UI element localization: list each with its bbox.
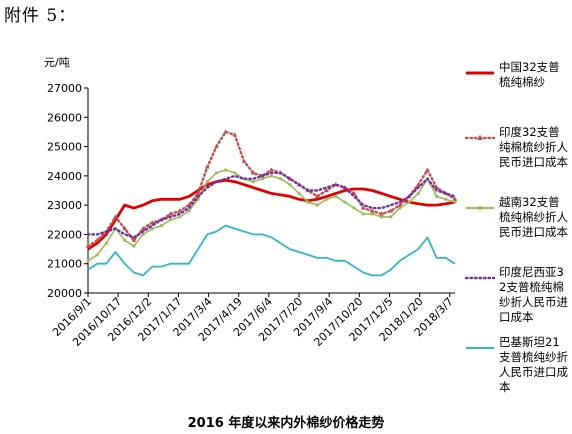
attachment-label: 附件 5： (4, 6, 77, 26)
series-point-1 (315, 193, 320, 198)
series-point-2 (370, 212, 375, 216)
y-tick-label: 26000 (47, 111, 82, 124)
series-point-2 (334, 194, 338, 198)
legend-swatch-3 (465, 276, 495, 280)
series-point-1 (232, 132, 238, 137)
series-point-2 (306, 200, 310, 204)
legend-label-4: 巴基斯坦21支普梳纯纱折人民币进口成本 (499, 335, 568, 394)
series-point-2 (251, 180, 255, 184)
y-tick-label: 21000 (47, 258, 82, 271)
series-line-3 (86, 171, 457, 239)
legend-swatch-2 (466, 206, 494, 210)
series-point-2 (315, 203, 319, 207)
legend-swatch-0 (466, 71, 494, 75)
series-point-2 (361, 212, 365, 216)
series-point-1 (269, 167, 274, 172)
series-point-2 (150, 226, 154, 231)
y-tick-label: 22000 (47, 228, 82, 241)
series-point-2 (444, 197, 448, 201)
series-point-2 (233, 171, 237, 175)
y-tick-label: 25000 (47, 141, 82, 154)
series-point-1 (140, 225, 146, 231)
series-point-2 (159, 224, 163, 228)
series-point-2 (398, 206, 402, 210)
series-point-2 (269, 174, 274, 178)
series-point-2 (132, 244, 136, 248)
series-point-1 (416, 182, 421, 187)
legend-label-0: 中国32支普梳纯棉纱 (499, 60, 560, 89)
series-point-2 (178, 215, 182, 219)
series-point-1 (388, 208, 394, 213)
series-point-2 (86, 259, 90, 263)
series-point-1 (324, 187, 329, 193)
series-point-2 (380, 215, 384, 219)
series-point-1 (168, 211, 173, 216)
series-point-1 (223, 129, 228, 134)
series-point-2 (141, 232, 145, 237)
series-point-1 (379, 211, 384, 216)
y-tick-label: 24000 (47, 170, 82, 183)
legend-swatch-4 (466, 347, 494, 349)
series-point-1 (85, 243, 91, 248)
series-point-1 (94, 237, 100, 242)
series-point-2 (224, 168, 228, 172)
series-point-2 (352, 206, 356, 210)
series-point-2 (260, 177, 264, 181)
series-point-2 (435, 194, 439, 198)
series-line-4 (87, 224, 456, 277)
legend-swatch-1 (465, 134, 495, 140)
series-point-2 (95, 253, 99, 257)
series-point-2 (104, 241, 108, 245)
series-line-0 (87, 178, 456, 251)
series-point-1 (204, 164, 210, 169)
series-point-2 (324, 197, 329, 201)
series-point-2 (187, 209, 191, 213)
series-point-2 (168, 218, 173, 222)
y-axis: 20000 21000 22000 23000 24000 25000 26000 27000 (47, 82, 89, 300)
series-point-2 (407, 200, 411, 204)
y-tick-label: 23000 (47, 199, 82, 212)
series-point-1 (241, 158, 247, 163)
series-point-2 (343, 200, 347, 204)
y-tick-label: 20000 (47, 287, 82, 300)
series-point-1 (397, 202, 403, 207)
series-line-2 (87, 169, 456, 262)
series-point-2 (389, 215, 393, 219)
series-point-1 (131, 237, 137, 242)
series-point-1 (452, 196, 458, 201)
series-point-2 (205, 180, 209, 184)
series-point-2 (279, 177, 283, 181)
series-point-1 (214, 143, 219, 149)
series-point-2 (196, 197, 200, 201)
series-point-1 (113, 214, 118, 219)
legend-label-2: 越南32支普梳纯棉纱折人民币进口成本 (499, 195, 568, 239)
series-point-2 (297, 191, 301, 196)
series-point-1 (360, 205, 366, 210)
series-point-1 (177, 208, 183, 213)
series-point-1 (122, 225, 127, 231)
series-point-1 (250, 170, 256, 175)
chart-caption: 2016 年度以来内外棉纱价格走势 (187, 416, 385, 431)
series-point-2 (123, 238, 127, 242)
series-point-1 (195, 190, 201, 196)
y-unit-label: 元/吨 (44, 56, 70, 69)
series-point-1 (370, 208, 375, 213)
series-point-1 (425, 167, 430, 172)
series-point-1 (149, 220, 155, 225)
series-point-2 (453, 200, 457, 204)
legend-label-3: 印度尼西亚32支普梳纯棉纱折人民币进口成本 (499, 265, 568, 324)
legend-label-1: 印度32支普纯棉梳纱折人民币进口成本 (499, 125, 568, 169)
series-point-2 (214, 171, 219, 175)
x-axis: 2016/9/12016/10/172016/12/22017/1/172017… (50, 292, 456, 349)
y-tick-label: 27000 (47, 82, 82, 95)
series-lines (85, 129, 458, 277)
series-point-2 (416, 191, 420, 196)
series-point-2 (288, 183, 292, 187)
